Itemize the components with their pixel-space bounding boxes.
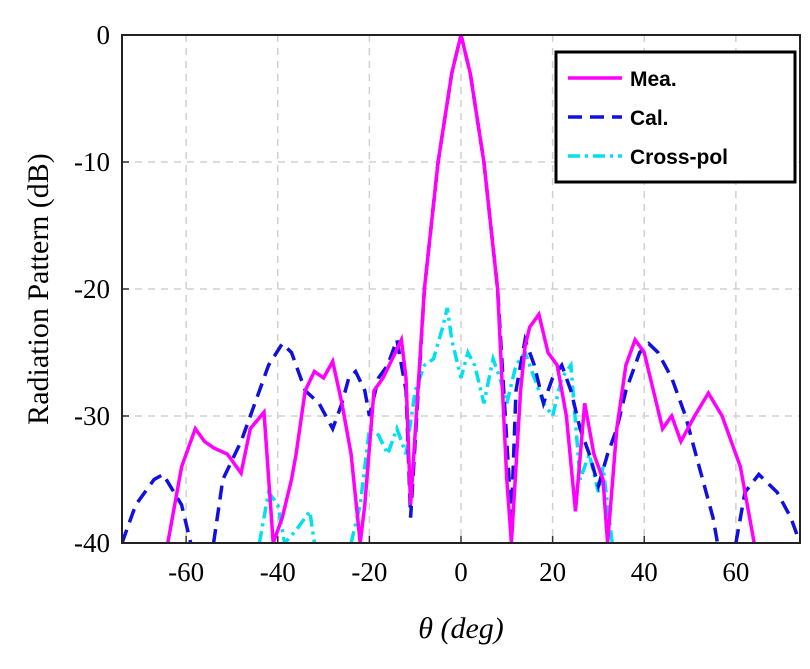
x-tick-label: 60 — [722, 557, 749, 587]
series-line — [122, 35, 800, 543]
y-tick-label: -40 — [74, 528, 110, 558]
plot-frame — [121, 34, 801, 544]
legend-label: Mea. — [630, 68, 677, 91]
series-line — [166, 35, 756, 543]
y-tick-label: -30 — [74, 401, 110, 431]
x-tick-label: -60 — [168, 557, 204, 587]
x-tick-label: 40 — [631, 557, 658, 587]
y-axis-label: Radiation Pattern (dB) — [22, 153, 55, 425]
y-tick-label: -10 — [74, 147, 110, 177]
x-axis-label: θ (deg) — [418, 612, 504, 645]
x-tick-label: -40 — [260, 557, 296, 587]
x-tick-label: -20 — [351, 557, 387, 587]
legend-label: Cross-pol — [630, 146, 728, 169]
x-tick-label: 20 — [539, 557, 566, 587]
x-tick-label: 0 — [454, 557, 468, 587]
y-tick-label: 0 — [97, 20, 111, 50]
y-tick-label: -20 — [74, 274, 110, 304]
series-line — [257, 307, 614, 543]
legend-label: Cal. — [630, 107, 669, 130]
